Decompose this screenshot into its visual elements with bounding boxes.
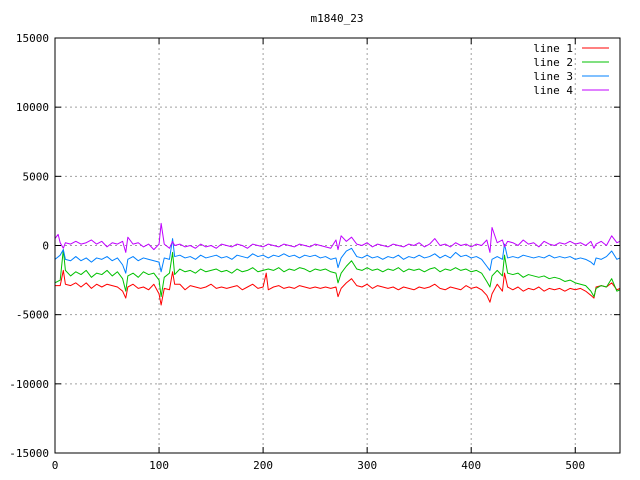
series-layer <box>54 222 621 306</box>
y-tick-label: 0 <box>42 240 49 253</box>
x-tick-label: 100 <box>149 459 169 472</box>
y-tick-label: -5000 <box>16 309 49 322</box>
y-tick-label: 10000 <box>16 101 49 114</box>
x-tick-label: 200 <box>253 459 273 472</box>
x-tick-label: 300 <box>357 459 377 472</box>
x-tick-label: 0 <box>52 459 59 472</box>
x-tick-label: 500 <box>565 459 585 472</box>
series-line-1 <box>55 269 621 306</box>
y-tick-label: 5000 <box>23 170 50 183</box>
legend-label-1: line 1 <box>533 42 573 55</box>
axis-ticks: 0 100 200 300 400 500 -15000 -10000 -5000 0 5000 10… <box>9 32 620 472</box>
y-tick-label: -15000 <box>9 447 49 460</box>
chart-title: m1840_23 <box>311 12 364 25</box>
y-tick-label: 15000 <box>16 32 49 45</box>
series-line-2 <box>54 249 621 298</box>
y-tick-label: -10000 <box>9 378 49 391</box>
legend-label-2: line 2 <box>533 56 573 69</box>
legend-label-3: line 3 <box>533 70 573 83</box>
legend-label-4: line 4 <box>533 84 573 97</box>
series-line-4 <box>54 222 621 253</box>
grid <box>55 38 620 453</box>
series-line-3 <box>54 238 621 274</box>
x-tick-label: 400 <box>461 459 481 472</box>
